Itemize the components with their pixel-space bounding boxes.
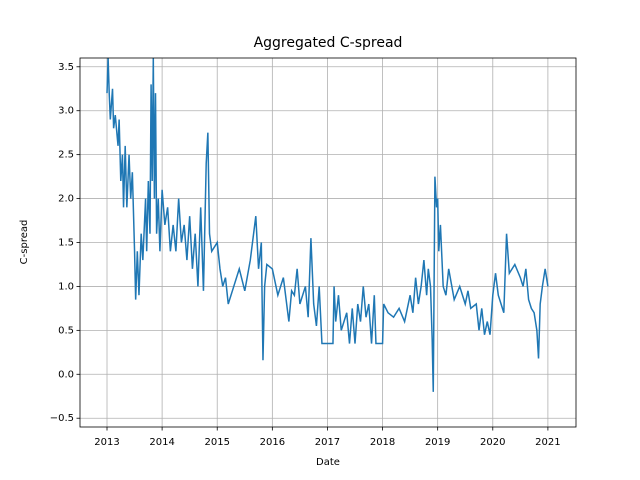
y-tick-label: 0.0 (58, 369, 74, 380)
y-tick-label: 1.0 (58, 281, 74, 292)
x-tick-label: 2013 (94, 437, 119, 448)
x-tick-label: 2019 (425, 437, 450, 448)
x-tick-label: 2017 (315, 437, 340, 448)
line (106, 58, 549, 392)
x-tick-label: 2018 (370, 437, 395, 448)
y-tick-label: 1.5 (58, 238, 74, 249)
x-axis-label: Date (316, 457, 340, 468)
plot-frame (79, 57, 577, 428)
y-tick-label: 0.5 (58, 325, 74, 336)
x-tick-label: 2020 (480, 437, 505, 448)
x-tick-label: 2014 (149, 437, 174, 448)
y-tick-label: 3.5 (58, 62, 74, 73)
y-axis-label: C-spread (19, 220, 30, 265)
y-tick-label: −0.5 (50, 413, 74, 424)
x-tick-label: 2021 (535, 437, 560, 448)
y-tick-label: 2.5 (58, 150, 74, 161)
x-tick-label: 2016 (260, 437, 285, 448)
chart-title: Aggregated C-spread (254, 35, 403, 51)
y-tick-label: 2.0 (58, 194, 74, 205)
y-tick-label: 3.0 (58, 106, 74, 117)
x-tick-label: 2015 (205, 437, 230, 448)
